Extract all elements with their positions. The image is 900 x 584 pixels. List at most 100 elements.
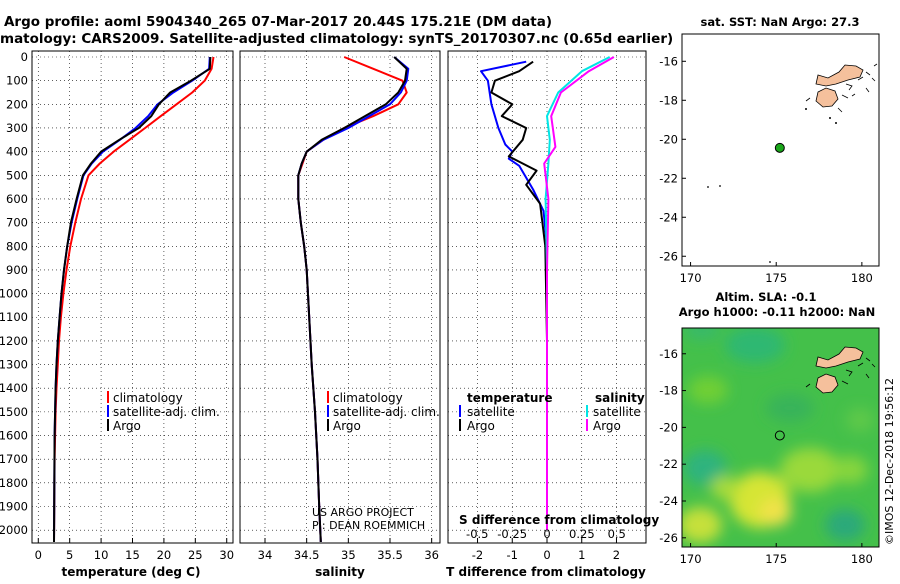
s-difference-label: S difference from climatology xyxy=(459,513,659,527)
legend-satellite-label: satellite-adj. clim. xyxy=(113,405,220,419)
x-tick-label: 20 xyxy=(157,548,172,562)
depth-tick-label: 300 xyxy=(6,121,28,135)
map-x-tick-label: 180 xyxy=(851,552,873,566)
x-tick-label: -2 xyxy=(472,548,483,562)
map-x-tick-label: 175 xyxy=(765,271,787,285)
sla-map-title: Altim. SLA: -0.1 xyxy=(715,290,816,304)
x-tick-label: 34.5 xyxy=(294,548,320,562)
depth-tick-label: 0 xyxy=(21,50,28,64)
depth-tick-label: 1400 xyxy=(0,381,28,395)
difference-legend: temperature satellite Argo salinity sate… xyxy=(459,391,645,433)
x-tick-label: 2 xyxy=(613,548,620,562)
depth-tick-label: 1100 xyxy=(0,310,28,324)
x-tick-label: 25 xyxy=(188,548,203,562)
temperature-grid xyxy=(32,51,233,543)
map-x-tick-label: 170 xyxy=(680,271,702,285)
x-tick-label: 0 xyxy=(543,548,550,562)
difference-grid xyxy=(448,51,646,543)
sla-field xyxy=(682,328,879,547)
depth-tick-label: 200 xyxy=(6,97,28,111)
sst-map-ticks: 170 175 180 -16 -18 -20 -22 -24 -26 xyxy=(659,54,873,285)
series-line-temperature-argo xyxy=(490,60,548,531)
salinity-diff-ticks: -0.5 -0.25 0 0.25 0.5 xyxy=(466,527,626,541)
map-y-tick-label: -22 xyxy=(659,457,678,471)
sst-map-title: sat. SST: NaN Argo: 27.3 xyxy=(700,15,859,29)
series-line-salinity-argo xyxy=(543,56,615,531)
sla-map: Altim. SLA: -0.1 Argo h1000: -0.11 h2000… xyxy=(659,290,880,566)
depth-tick-labels: 0 100 200 300 400 500 600 700 800 900 1000 1100 1200… xyxy=(0,50,28,537)
depth-tick-label: 2000 xyxy=(0,523,28,537)
salinity-grid xyxy=(240,51,440,543)
temperature-lines xyxy=(53,56,215,543)
legend-argo-label: Argo xyxy=(113,419,141,433)
salinity-legend: climatology satellite-adj. clim. Argo xyxy=(327,391,440,433)
map-x-tick-label: 175 xyxy=(765,552,787,566)
difference-x-ticks: -2 -1 0 1 2 xyxy=(472,538,620,562)
salinity-frame xyxy=(239,50,441,544)
depth-tick-label: 600 xyxy=(6,192,28,206)
depth-tick-label: 1800 xyxy=(0,476,28,490)
x-tick-label: 1 xyxy=(578,548,585,562)
map-y-tick-label: -26 xyxy=(659,531,678,545)
difference-lines xyxy=(480,56,615,531)
legend-argo-label-2: Argo xyxy=(333,419,361,433)
difference-xlabel: T difference from climatology xyxy=(446,565,646,579)
argo-location-marker xyxy=(774,142,785,153)
depth-tick-label: 500 xyxy=(6,168,28,182)
legend-temperature-header: temperature xyxy=(467,391,552,405)
map-y-tick-label: -20 xyxy=(659,132,678,146)
legend-s-argo-label: Argo xyxy=(593,419,621,433)
difference-panel: -2 -1 0 1 2 -0.5 -0.25 0 0.25 0.5 S difference f… xyxy=(446,50,659,579)
temperature-xlabel: temperature (deg C) xyxy=(62,565,201,579)
x-tick-label: 30 xyxy=(219,548,234,562)
s-diff-tick-label: -0.5 xyxy=(466,527,488,541)
series-line-argo xyxy=(53,56,212,543)
series-line-satellite-adj-clim- xyxy=(53,56,211,543)
depth-tick-label: 1000 xyxy=(0,287,28,301)
map-y-tick-label: -18 xyxy=(659,384,678,398)
temperature-panel: 0 5 10 15 20 25 30 0 100 200 300 400 500 600 700 800 90… xyxy=(0,50,234,579)
temperature-x-ticks: 0 5 10 15 20 25 30 xyxy=(35,538,234,562)
map-y-tick-label: -20 xyxy=(659,420,678,434)
map-y-tick-label: -16 xyxy=(659,347,678,361)
depth-tick-label: 900 xyxy=(6,263,28,277)
sla-map-frame xyxy=(681,327,880,548)
map-y-tick-label: -24 xyxy=(659,210,678,224)
s-diff-tick-label: -0.25 xyxy=(497,527,527,541)
legend-salinity-header: salinity xyxy=(595,391,645,405)
temperature-legend: climatology satellite-adj. clim. Argo xyxy=(107,391,220,433)
map-y-tick-label: -24 xyxy=(659,494,678,508)
x-tick-label: 34 xyxy=(258,548,273,562)
legend-climatology-label: climatology xyxy=(113,391,183,405)
depth-tick-label: 800 xyxy=(6,239,28,253)
s-diff-tick-label: 0.5 xyxy=(608,527,626,541)
s-diff-tick-label: 0.25 xyxy=(569,527,595,541)
x-tick-label: -1 xyxy=(507,548,518,562)
x-tick-label: 35.5 xyxy=(377,548,403,562)
map-y-tick-label: -18 xyxy=(659,93,678,107)
map-y-tick-label: -22 xyxy=(659,171,678,185)
depth-tick-label: 1600 xyxy=(0,429,28,443)
depth-tick-label: 1900 xyxy=(0,500,28,514)
credit-pi: PI: DEAN ROEMMICH xyxy=(312,519,425,532)
series-line-climatology xyxy=(53,56,215,543)
x-tick-label: 0 xyxy=(35,548,42,562)
legend-satellite-label-2: satellite-adj. clim. xyxy=(333,405,440,419)
x-tick-label: 10 xyxy=(94,548,109,562)
x-tick-label: 35 xyxy=(341,548,356,562)
depth-tick-label: 700 xyxy=(6,216,28,230)
legend-t-argo-label: Argo xyxy=(467,419,495,433)
salinity-lines xyxy=(297,56,410,543)
sla-map-ticks: 170 175 180 -16 -18 -20 -22 -24 -26 xyxy=(659,347,873,566)
credit-project: US ARGO PROJECT xyxy=(312,506,414,519)
series-line-argo xyxy=(297,56,408,543)
legend-t-satellite-label: satellite xyxy=(467,405,515,419)
map-x-tick-label: 170 xyxy=(680,552,702,566)
depth-tick-label: 1500 xyxy=(0,405,28,419)
depth-tick-label: 400 xyxy=(6,145,28,159)
x-tick-label: 5 xyxy=(66,548,73,562)
map-y-tick-label: -16 xyxy=(659,54,678,68)
salinity-x-ticks: 34 34.5 35 35.5 36 xyxy=(258,538,439,562)
map-y-tick-label: -26 xyxy=(659,249,678,263)
